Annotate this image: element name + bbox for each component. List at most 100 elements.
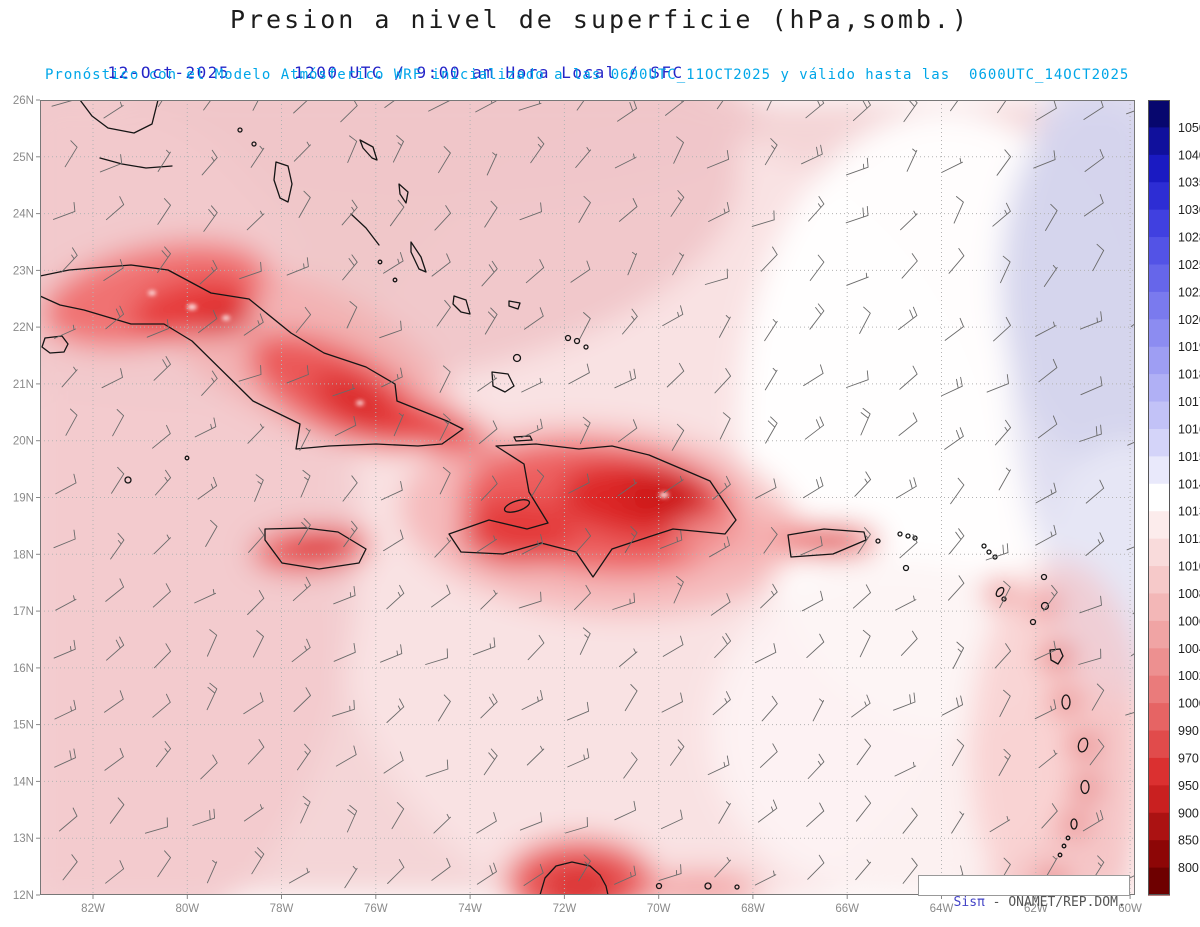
wind-barb — [439, 466, 451, 495]
colorbar-label: 1050 — [1178, 121, 1200, 135]
wind-barb — [1035, 524, 1057, 546]
coastline-st-kitts — [995, 586, 1005, 598]
wind-barb — [206, 682, 218, 711]
wind-barb — [941, 695, 964, 716]
wind-barb — [64, 140, 78, 168]
colorbar-label: 1006 — [1178, 614, 1200, 628]
wind-barb — [106, 636, 125, 661]
colorbar-segment — [1148, 538, 1170, 567]
wind-barb — [296, 743, 311, 771]
colorbar-segment — [1148, 428, 1170, 457]
map-frame — [40, 100, 1135, 895]
colorbar-label: 1018 — [1178, 368, 1200, 382]
wind-barb — [386, 584, 405, 610]
wind-barb — [662, 635, 684, 657]
wind-barb — [381, 367, 403, 388]
coastline-florida-tip — [79, 100, 159, 134]
wind-barb — [194, 589, 217, 604]
lon-label: 68W — [741, 903, 765, 915]
coastline-guadeloupe — [1049, 648, 1064, 665]
colorbar-segment — [1148, 237, 1170, 265]
wind-barb — [899, 365, 918, 390]
wind-barb — [344, 865, 358, 889]
pressure-blob — [984, 580, 1016, 604]
wind-barb — [293, 141, 311, 162]
wind-barb — [331, 699, 355, 717]
wind-barb — [801, 590, 824, 612]
colorbar-label: 1002 — [1178, 669, 1200, 683]
wind-barb — [998, 748, 1011, 777]
pressure-local-maxima-dots — [148, 290, 669, 498]
wind-barb — [1083, 194, 1104, 217]
colorbar-segment — [1148, 374, 1170, 403]
wind-barb — [622, 308, 638, 335]
pressure-blob — [1000, 100, 1135, 460]
wind-barb — [565, 817, 588, 834]
wind-barb — [614, 800, 637, 821]
wind-barb — [575, 147, 592, 168]
wind-barb — [105, 196, 125, 221]
wind-barb — [347, 135, 358, 163]
wind-barb — [807, 753, 825, 779]
colorbar-label: 1019 — [1178, 340, 1200, 354]
wind-barb — [531, 469, 545, 497]
wind-barb — [103, 259, 124, 281]
colorbar-segment — [1148, 620, 1170, 649]
wind-barb — [712, 475, 731, 500]
wind-barb — [428, 100, 450, 112]
wind-barb — [481, 260, 498, 287]
wind-barb — [291, 638, 311, 663]
wind-barb — [1080, 376, 1103, 396]
lon-label: 64W — [930, 903, 954, 915]
coastline-eleuthera — [359, 139, 378, 161]
colorbar-label: 850 — [1178, 834, 1199, 848]
lon-label: 62W — [1024, 903, 1048, 915]
lon-label: 72W — [553, 903, 577, 915]
island-curacao — [704, 882, 712, 890]
wind-barb — [1043, 584, 1058, 612]
wind-barb — [157, 246, 171, 274]
pressure-blob — [1061, 814, 1087, 834]
wind-barb — [1041, 803, 1058, 829]
wind-barb — [295, 306, 312, 333]
wind-barb — [856, 738, 872, 766]
wind-barb — [989, 815, 1011, 833]
wind-barb — [812, 698, 825, 722]
wind-barb — [1038, 358, 1058, 383]
lat-label: 21N — [13, 379, 34, 391]
wind-barb — [578, 854, 591, 882]
wind-barb — [951, 811, 965, 834]
island-anguilla — [981, 543, 987, 549]
colorbar-segment — [1148, 593, 1170, 622]
wind-barb — [951, 738, 965, 767]
wind-barb — [298, 190, 311, 218]
wind-barb — [476, 862, 497, 885]
wind-barb — [1085, 532, 1105, 556]
wind-barb — [618, 648, 638, 668]
pressure-white-spot — [659, 492, 669, 498]
coastline-crooked-acklins — [452, 295, 471, 315]
coastline-isla-juventud — [41, 335, 69, 354]
colorbar-segment — [1148, 785, 1170, 814]
wind-barb — [111, 466, 125, 494]
wind-barb — [1082, 809, 1104, 832]
island-turks — [564, 334, 572, 342]
coastline-guajira-peninsula — [539, 861, 609, 895]
wind-barb — [250, 145, 265, 168]
wind-barb — [999, 689, 1011, 718]
colorbar-label: 1015 — [1178, 450, 1200, 464]
wind-barb — [666, 362, 685, 388]
wind-barb — [110, 532, 125, 560]
wind-barb — [101, 368, 123, 389]
wind-barb — [801, 144, 823, 165]
wind-barb — [952, 641, 965, 669]
wind-barb — [521, 534, 544, 555]
island-st-barth — [992, 554, 998, 560]
colorbar-segment — [1148, 291, 1170, 320]
colorbar-segment — [1148, 812, 1170, 841]
wind-barb — [65, 408, 78, 436]
wind-barb — [809, 254, 825, 281]
wind-barb — [333, 642, 356, 662]
